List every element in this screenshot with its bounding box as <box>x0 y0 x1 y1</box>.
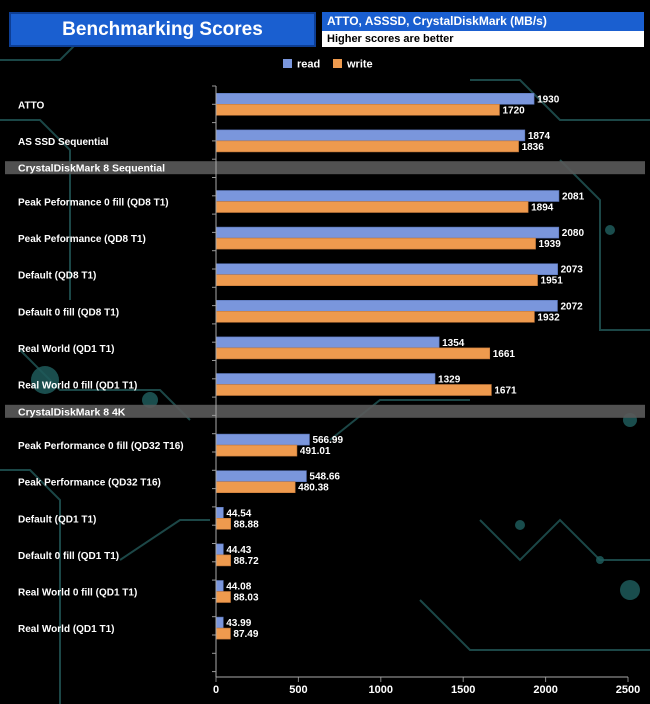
row-label: ATTO <box>18 100 45 111</box>
data-label-read: 2080 <box>562 228 585 239</box>
row-label: Default 0 fill (QD1 T1) <box>18 551 119 562</box>
data-label-read: 44.54 <box>226 508 251 519</box>
data-label-write: 1951 <box>541 276 564 287</box>
legend-swatch-write <box>333 59 342 68</box>
section-band <box>5 404 645 418</box>
bar-read <box>215 129 526 142</box>
data-label-write: 87.49 <box>233 629 258 640</box>
bar-read <box>215 580 224 592</box>
row-label: AS SSD Sequential <box>18 137 109 148</box>
bar-write <box>215 201 529 213</box>
data-label-read: 1874 <box>528 131 551 142</box>
data-label-read: 2073 <box>561 265 584 276</box>
x-tick-label: 1500 <box>451 684 475 696</box>
bar-write <box>215 237 536 250</box>
chart-title: Benchmarking Scores <box>9 12 316 47</box>
bar-read <box>215 299 558 312</box>
row-label: Real World 0 fill (QD1 T1) <box>18 588 137 599</box>
data-label-read: 2072 <box>560 301 583 312</box>
bar-read <box>215 336 440 349</box>
x-tick-label: 0 <box>213 684 219 696</box>
bar-read <box>215 373 436 385</box>
data-label-write: 1720 <box>502 105 525 116</box>
row-label: Peak Peformance (QD8 T1) <box>18 234 146 245</box>
bar-write <box>215 591 231 603</box>
data-label-write: 88.88 <box>234 519 259 530</box>
data-label-read: 44.43 <box>226 545 251 556</box>
chart-note: Higher scores are better <box>322 31 644 47</box>
bar-write <box>215 481 296 494</box>
section-label: CrystalDiskMark 8 4K <box>18 406 126 418</box>
data-label-write: 1671 <box>494 386 517 397</box>
row-label: Default (QD1 T1) <box>18 514 96 525</box>
bar-write <box>215 140 519 153</box>
row-label: Peak Performance 0 fill (QD32 T16) <box>18 441 184 452</box>
section-label: CrystalDiskMark 8 Sequential <box>18 163 165 175</box>
data-label-read: 44.08 <box>226 582 251 593</box>
x-tick-label: 2000 <box>533 684 557 696</box>
data-label-write: 88.72 <box>234 556 259 567</box>
data-label-write: 1836 <box>522 142 545 153</box>
legend-label-write: write <box>346 59 373 71</box>
bar-read <box>215 433 310 446</box>
x-tick-label: 2500 <box>616 684 640 696</box>
bar-read <box>215 93 535 105</box>
data-label-read: 2081 <box>562 192 585 203</box>
data-label-write: 480.38 <box>298 483 329 494</box>
bar-write <box>215 444 298 457</box>
row-label: Real World (QD1 T1) <box>18 624 115 635</box>
row-label: Peak Performance (QD32 T16) <box>18 478 161 489</box>
chart-subtitle: ATTO, ASSSD, CrystalDiskMark (MB/s) <box>322 12 644 31</box>
bar-write <box>215 274 538 287</box>
bar-write <box>215 104 500 116</box>
data-label-write: 1932 <box>537 312 560 323</box>
bar-write <box>215 627 231 640</box>
legend-swatch-read <box>283 59 292 68</box>
bar-write <box>215 310 535 323</box>
bar-read <box>215 470 307 483</box>
x-tick-label: 1000 <box>369 684 393 696</box>
bar-read <box>215 226 560 239</box>
data-label-read: 566.99 <box>312 435 343 446</box>
data-label-write: 1661 <box>493 349 516 360</box>
data-label-read: 1354 <box>442 338 465 349</box>
bar-read <box>215 506 224 519</box>
row-label: Real World 0 fill (QD1 T1) <box>18 381 137 392</box>
data-label-write: 491.01 <box>300 446 331 457</box>
bar-write <box>215 517 231 530</box>
row-label: Real World (QD1 T1) <box>18 344 115 355</box>
bar-read <box>215 263 558 276</box>
data-label-read: 1930 <box>537 94 560 105</box>
row-label: Default (QD8 T1) <box>18 271 96 282</box>
section-band <box>5 161 645 175</box>
bar-write <box>215 554 231 567</box>
x-tick-label: 500 <box>289 684 307 696</box>
bar-read <box>215 190 560 202</box>
data-label-read: 548.66 <box>309 472 340 483</box>
bar-read <box>215 543 224 556</box>
row-label: Default 0 fill (QD8 T1) <box>18 307 119 318</box>
row-label: Peak Peformance 0 fill (QD8 T1) <box>18 198 169 209</box>
data-label-read: 43.99 <box>226 618 251 629</box>
data-label-read: 1329 <box>438 375 461 386</box>
data-label-write: 88.03 <box>234 593 259 604</box>
bar-write <box>215 384 492 396</box>
bar-read <box>215 616 224 629</box>
bar-write <box>215 347 491 360</box>
data-label-write: 1939 <box>539 239 562 250</box>
data-label-write: 1894 <box>531 203 554 214</box>
legend-label-read: read <box>297 59 320 71</box>
